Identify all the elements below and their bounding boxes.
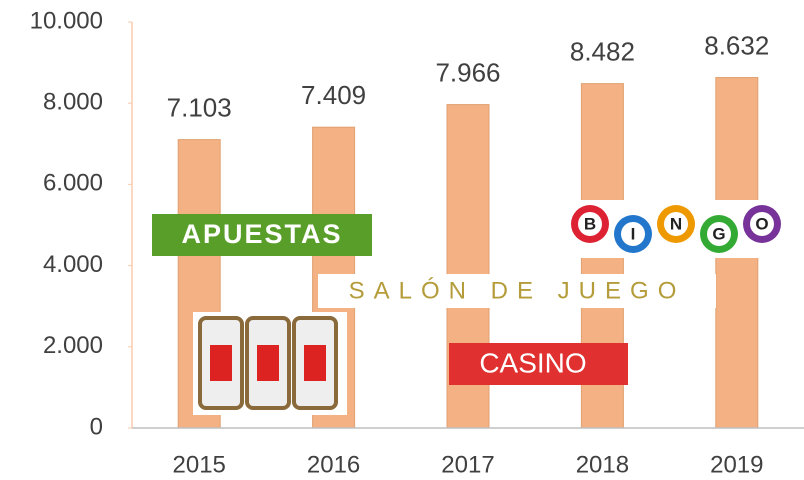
y-tick-label: 10.000 (30, 7, 103, 34)
bingo-letter: B (584, 214, 596, 233)
x-tick-label: 2015 (173, 451, 226, 478)
slot-symbol (304, 345, 326, 381)
value-label: 7.409 (301, 80, 366, 110)
bingo-letter: O (755, 214, 768, 233)
slot-symbol (210, 345, 232, 381)
x-tick-label: 2018 (576, 451, 629, 478)
y-tick-label: 6.000 (43, 170, 103, 197)
salon-text: SALÓN DE JUEGO (349, 277, 686, 304)
x-tick-label: 2016 (307, 451, 360, 478)
bingo-letter: G (712, 224, 725, 243)
y-tick-label: 4.000 (43, 251, 103, 278)
bingo-letter: N (670, 214, 682, 233)
value-label: 8.482 (570, 37, 635, 67)
x-tick-label: 2019 (710, 451, 763, 478)
apuestas-text: APUESTAS (181, 219, 342, 249)
value-label: 7.103 (167, 92, 232, 122)
y-tick-label: 0 (90, 413, 103, 440)
x-tick-label: 2017 (441, 451, 494, 478)
y-tick-label: 8.000 (43, 89, 103, 116)
y-tick-label: 2.000 (43, 332, 103, 359)
value-label: 8.632 (704, 30, 769, 60)
value-label: 7.966 (435, 57, 500, 87)
bingo-letter: I (631, 224, 636, 243)
slot-symbol (257, 345, 279, 381)
chart: 0 2.000 4.000 6.000 8.000 10.000 2015 7.103 2016… (0, 0, 804, 480)
casino-text: CASINO (479, 347, 586, 378)
